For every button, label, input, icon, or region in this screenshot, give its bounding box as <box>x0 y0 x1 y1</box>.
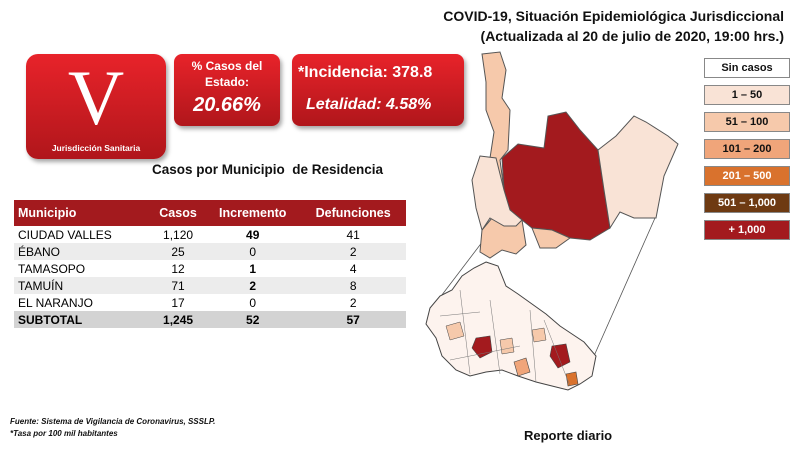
cell-municipio: TAMASOPO <box>18 261 86 276</box>
title-line-1: COVID-19, Situación Epidemiológica Juris… <box>443 8 784 24</box>
cell-incremento: 2 <box>205 277 301 294</box>
pct-label-line2: Estado: <box>204 75 249 89</box>
cell-subtotal-defunciones: 57 <box>300 311 406 328</box>
legend-item: 1 – 50 <box>704 85 790 105</box>
table-row: TAMASOPO 12 1 4 <box>14 260 406 277</box>
cell-subtotal-casos: 1,245 <box>150 311 206 328</box>
legend-item: 51 – 100 <box>704 112 790 132</box>
jurisdiction-map <box>425 51 679 391</box>
state-region-light <box>445 321 547 355</box>
table-title: Casos por Municipio de Residencia <box>152 162 384 177</box>
legend-item: 501 – 1,000 <box>704 193 790 213</box>
cell-defunciones: 4 <box>349 261 357 276</box>
daily-report-label: Reporte diario <box>524 428 613 443</box>
table-row: EL NARANJO 17 0 2 <box>14 294 406 311</box>
pct-value: 20.66% <box>193 94 261 116</box>
table-row: TAMUÍN 71 2 8 <box>14 277 406 294</box>
legend-item: 201 – 500 <box>704 166 790 186</box>
table-row: ÉBANO 25 0 2 <box>14 243 406 260</box>
cell-defunciones: 2 <box>300 243 406 260</box>
state-region-orange <box>565 371 579 387</box>
cell-incremento: 0 <box>205 243 301 260</box>
state-region-medium <box>513 357 531 377</box>
cell-defunciones: 41 <box>346 227 360 242</box>
state-region-dark-2 <box>549 343 571 369</box>
cell-subtotal-label: SUBTOTAL <box>14 311 151 328</box>
logo-letter: V <box>67 54 125 141</box>
cell-casos: 17 <box>171 295 185 310</box>
pct-label: % Casos del Estado: <box>174 58 280 90</box>
cell-defunciones: 2 <box>349 295 357 310</box>
cell-casos: 25 <box>150 243 206 260</box>
lethality-text: Letalidad: 4.58% <box>306 96 432 113</box>
jurisdiction-logo: V Jurisdicción Sanitaria <box>26 54 166 159</box>
logo-caption: Jurisdicción Sanitaria <box>51 143 141 153</box>
table-row: CIUDAD VALLES 1,120 49 41 <box>14 226 406 243</box>
state-percentage-card: % Casos del Estado: 20.66% <box>174 54 280 126</box>
table-header-row: Municipio Casos Incremento Defunciones <box>14 200 406 226</box>
zoom-line-right <box>589 217 656 366</box>
legend-item: + 1,000 <box>704 220 790 240</box>
legend-item: Sin casos <box>704 58 790 78</box>
header-casos: Casos <box>150 200 206 226</box>
map-legend: Sin casos 1 – 50 51 – 100 101 – 200 201 … <box>704 58 790 247</box>
incidence-text: *Incidencia: 378.8 <box>298 64 433 81</box>
pct-label-line1: % Casos del <box>191 59 263 73</box>
cell-defunciones: 8 <box>300 277 406 294</box>
subtotal-row: SUBTOTAL 1,245 52 57 <box>14 311 406 328</box>
header-municipio: Municipio <box>14 200 151 226</box>
header-defunciones: Defunciones <box>300 200 406 226</box>
header-incremento: Incremento <box>205 200 301 226</box>
rate-note: *Tasa por 100 mil habitantes <box>10 429 118 438</box>
municipality-tamuin <box>479 51 527 259</box>
cell-casos: 71 <box>150 277 206 294</box>
municipality-table: Municipio Casos Incremento Defunciones C… <box>14 200 406 328</box>
cell-municipio: CIUDAD VALLES <box>18 227 112 242</box>
cell-subtotal-incremento: 52 <box>205 311 301 328</box>
cell-casos: 12 <box>171 261 185 276</box>
cell-incremento: 49 <box>246 227 260 242</box>
source-footer: Fuente: Sistema de Vigilancia de Coronav… <box>10 416 215 440</box>
cell-municipio: ÉBANO <box>14 243 151 260</box>
report-title: COVID-19, Situación Epidemiológica Juris… <box>364 6 784 46</box>
title-line-2: (Actualizada al 20 de julio de 2020, 19:… <box>480 28 784 44</box>
cell-municipio: EL NARANJO <box>18 295 93 310</box>
cell-incremento: 0 <box>249 295 257 310</box>
municipality-ebano <box>597 115 679 230</box>
state-borders <box>439 289 571 387</box>
cell-casos: 1,120 <box>163 227 194 242</box>
municipality-el-naranjo <box>471 155 523 232</box>
incidence-card: *Incidencia: 378.8 Letalidad: 4.58% <box>292 54 464 126</box>
cell-municipio: TAMUÍN <box>14 277 151 294</box>
legend-item: 101 – 200 <box>704 139 790 159</box>
source-line: Fuente: Sistema de Vigilancia de Coronav… <box>10 417 216 426</box>
cell-incremento: 1 <box>249 261 257 276</box>
municipality-tamasopo <box>531 227 572 249</box>
